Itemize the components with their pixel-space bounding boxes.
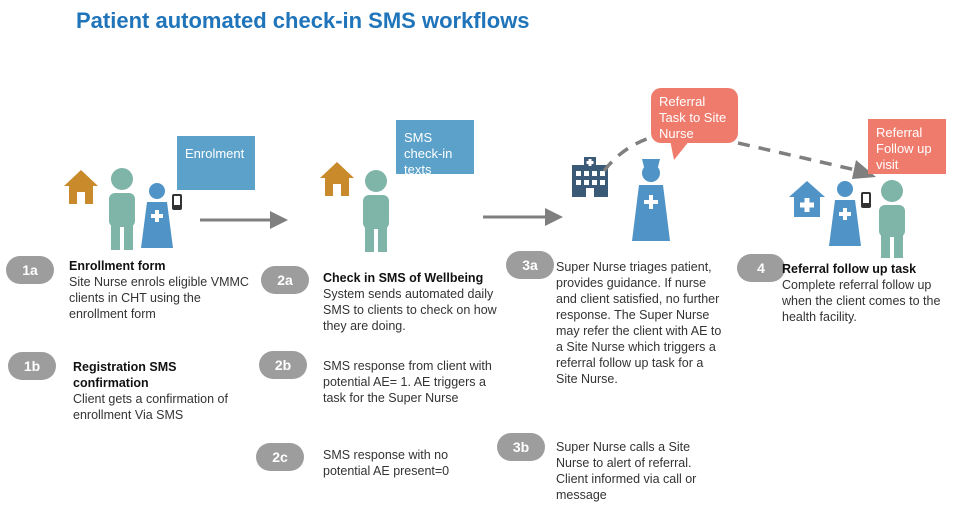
step-2a: Check in SMS of Wellbeing System sends a… xyxy=(323,270,503,334)
step-3a: Super Nurse triages patient, provides gu… xyxy=(556,259,726,387)
page-title: Patient automated check-in SMS workflows xyxy=(76,8,530,33)
enrolment-callout: Enrolment xyxy=(177,136,255,190)
arrow-right-icon xyxy=(200,211,288,229)
step-3b-text: Super Nurse calls a Site Nurse to alert … xyxy=(556,440,697,502)
step-1a-heading: Enrollment form xyxy=(69,259,166,273)
step-badge-2c: 2c xyxy=(256,443,304,471)
step-badge-2b: 2b xyxy=(259,351,307,379)
person-icon xyxy=(879,180,905,258)
clinic-icon xyxy=(789,181,825,217)
callout-tail xyxy=(670,140,690,160)
house-icon xyxy=(64,170,98,204)
step-2b: SMS response from client with potential … xyxy=(323,358,503,406)
step-3b: Super Nurse calls a Site Nurse to alert … xyxy=(556,439,726,503)
step-2c: SMS response with no potential AE presen… xyxy=(323,447,483,479)
step-badge-2a: 2a xyxy=(261,266,309,294)
step-2c-text: SMS response with no potential AE presen… xyxy=(323,448,450,478)
nurse-icon xyxy=(141,183,173,248)
nurse-icon xyxy=(632,159,670,241)
phone-icon xyxy=(861,192,871,208)
step-3a-text: Super Nurse triages patient, provides gu… xyxy=(556,260,722,386)
referral-followup-callout: Referral Follow up visit xyxy=(868,119,946,174)
step-1a: Enrollment form Site Nurse enrols eligib… xyxy=(69,258,249,322)
person-icon xyxy=(109,168,135,250)
referral-task-callout: Referral Task to Site Nurse xyxy=(651,88,738,143)
step-1b: Registration SMS confirmation Client get… xyxy=(73,359,243,423)
step-4: Referral follow up task Complete referra… xyxy=(782,261,947,325)
house-icon xyxy=(320,162,354,196)
arrow-right-icon xyxy=(483,208,563,226)
step-2a-heading: Check in SMS of Wellbeing xyxy=(323,271,484,285)
step-1b-heading: Registration SMS confirmation xyxy=(73,360,177,390)
nurse-icon xyxy=(829,181,861,246)
hospital-icon xyxy=(572,157,608,197)
step-2b-text: SMS response from client with potential … xyxy=(323,359,492,405)
step-1b-text: Client gets a confirmation of enrollment… xyxy=(73,392,228,422)
step-badge-4: 4 xyxy=(737,254,785,282)
person-icon xyxy=(363,170,389,252)
sms-checkin-callout: SMS check-in texts xyxy=(396,120,474,174)
phone-icon xyxy=(172,194,182,210)
step-badge-3a: 3a xyxy=(506,251,554,279)
step-4-text: Complete referral follow up when the cli… xyxy=(782,278,941,324)
step-badge-3b: 3b xyxy=(497,433,545,461)
step-badge-1b: 1b xyxy=(8,352,56,380)
step-2a-text: System sends automated daily SMS to clie… xyxy=(323,287,497,333)
step-badge-1a: 1a xyxy=(6,256,54,284)
step-1a-text: Site Nurse enrols eligible VMMC clients … xyxy=(69,275,249,321)
dashed-arrow-icon xyxy=(602,135,876,179)
step-4-heading: Referral follow up task xyxy=(782,262,917,276)
